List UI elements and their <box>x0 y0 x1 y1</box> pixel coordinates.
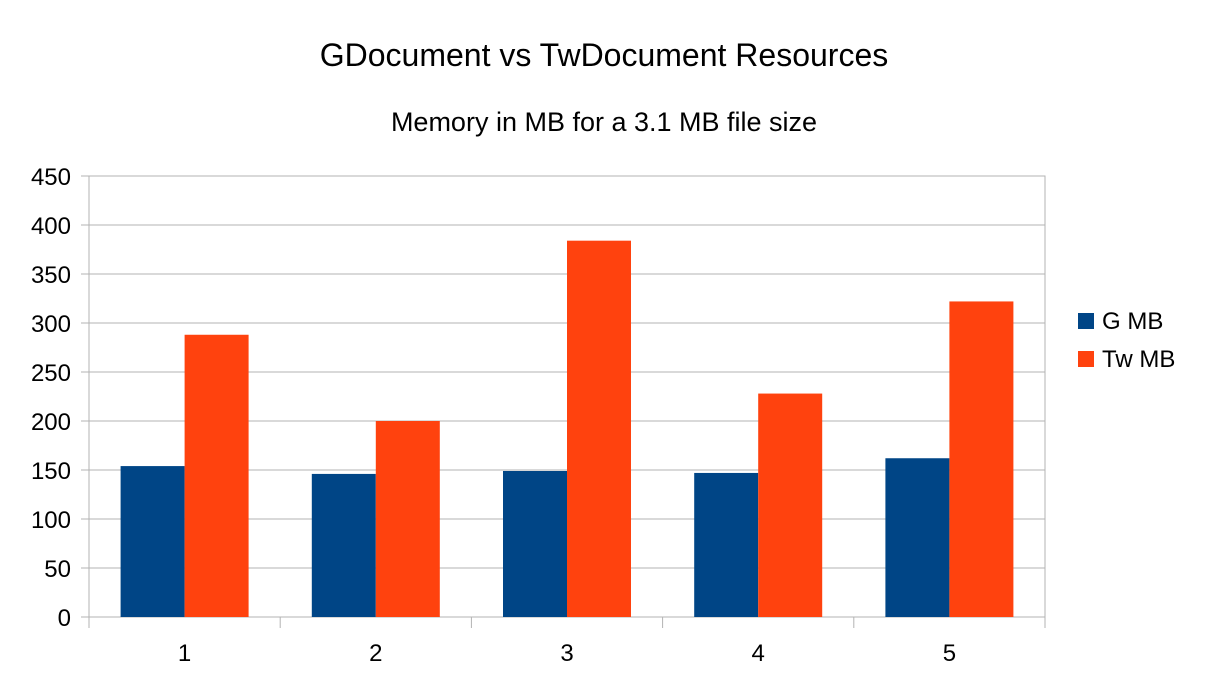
x-tick-label: 1 <box>178 640 191 667</box>
bar-g-mb <box>311 473 376 617</box>
legend-label-tw-mb: Tw MB <box>1102 346 1175 373</box>
y-tick-label: 300 <box>31 311 71 338</box>
y-tick-label: 250 <box>31 360 71 387</box>
x-tick-label: 4 <box>752 640 765 667</box>
legend-swatch-tw-mb <box>1078 351 1094 367</box>
y-tick-label: 0 <box>58 605 71 632</box>
x-tick-label: 2 <box>369 640 382 667</box>
bar-g-mb <box>885 458 950 617</box>
legend: G MB Tw MB <box>1078 308 1175 373</box>
bar-tw-mb <box>184 334 249 617</box>
bar-g-mb <box>503 470 567 617</box>
bar-tw-mb <box>567 240 631 617</box>
chart-subtitle: Memory in MB for a 3.1 MB file size <box>391 107 817 137</box>
bar-tw-mb <box>758 393 823 617</box>
y-tick-label: 50 <box>44 556 71 583</box>
axes: 0 50 100 150 200 250 300 350 400 450 1 2 3 4 5 <box>31 164 1046 667</box>
y-tick-label: 200 <box>31 409 71 436</box>
bars <box>120 240 1014 617</box>
legend-swatch-g-mb <box>1078 313 1094 329</box>
bar-g-mb <box>120 466 185 617</box>
legend-label-g-mb: G MB <box>1102 308 1163 335</box>
y-tick-label: 450 <box>31 164 71 191</box>
bar-g-mb <box>694 472 759 617</box>
chart-title: GDocument vs TwDocument Resources <box>320 37 889 73</box>
x-tick-label: 3 <box>560 640 573 667</box>
x-tick-label: 5 <box>943 640 956 667</box>
y-tick-label: 100 <box>31 507 71 534</box>
bar-tw-mb <box>375 421 440 617</box>
y-tick-label: 150 <box>31 458 71 485</box>
y-tick-label: 350 <box>31 262 71 289</box>
y-tick-label: 400 <box>31 213 71 240</box>
bar-tw-mb <box>949 301 1014 617</box>
